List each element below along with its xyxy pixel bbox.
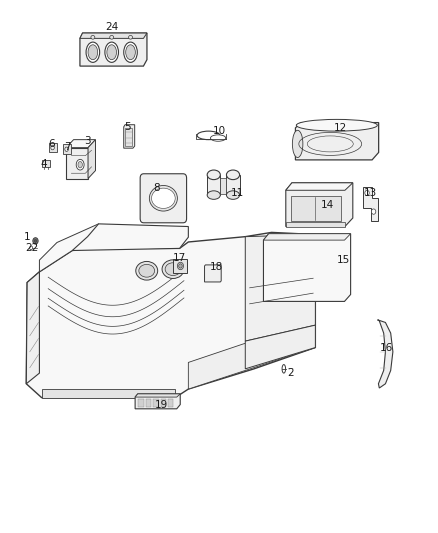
Text: 24: 24 [105,22,118,31]
Text: 10: 10 [212,126,226,136]
Polygon shape [39,224,99,272]
Polygon shape [26,232,315,398]
Polygon shape [49,143,57,152]
Ellipse shape [177,262,184,270]
Ellipse shape [105,42,118,62]
Ellipse shape [207,191,220,199]
Ellipse shape [207,170,220,180]
Ellipse shape [162,260,184,278]
Polygon shape [378,320,393,388]
Ellipse shape [129,35,132,39]
Polygon shape [161,399,166,407]
Ellipse shape [86,42,100,62]
Polygon shape [153,399,159,407]
Polygon shape [263,233,350,302]
Text: 3: 3 [84,136,91,146]
Polygon shape [245,325,315,369]
Text: 18: 18 [210,262,223,271]
Polygon shape [72,224,188,251]
Text: 6: 6 [48,139,55,149]
Text: 13: 13 [364,188,377,198]
Ellipse shape [296,119,377,131]
Ellipse shape [110,35,114,39]
Ellipse shape [152,188,175,208]
Polygon shape [286,183,353,227]
Ellipse shape [365,190,369,196]
Ellipse shape [65,147,68,151]
Polygon shape [173,259,187,273]
Polygon shape [80,33,147,66]
Ellipse shape [282,365,286,373]
Polygon shape [124,128,132,146]
Polygon shape [168,399,173,407]
Ellipse shape [51,146,54,150]
Polygon shape [63,144,71,154]
Polygon shape [66,148,88,179]
Ellipse shape [139,264,155,277]
Text: 17: 17 [173,253,186,263]
Polygon shape [286,222,345,227]
Ellipse shape [210,135,226,141]
Text: 16: 16 [380,343,393,352]
Ellipse shape [371,209,376,214]
Text: 11: 11 [231,188,244,198]
Polygon shape [138,399,144,407]
Ellipse shape [293,131,303,158]
Text: 2: 2 [287,368,294,378]
Polygon shape [124,125,135,148]
Polygon shape [66,140,95,148]
Text: 5: 5 [124,122,131,132]
Ellipse shape [149,185,177,211]
Polygon shape [26,272,39,384]
Polygon shape [207,175,220,195]
Polygon shape [295,123,378,160]
Ellipse shape [107,45,117,60]
Ellipse shape [33,238,38,244]
Polygon shape [42,160,50,167]
Ellipse shape [197,131,220,140]
Ellipse shape [226,170,240,180]
FancyBboxPatch shape [140,174,187,223]
Ellipse shape [136,262,158,280]
Polygon shape [226,175,240,195]
Ellipse shape [34,239,37,243]
Polygon shape [80,33,147,38]
Text: 4: 4 [40,159,47,168]
Ellipse shape [78,161,82,168]
Text: 8: 8 [153,183,160,192]
Ellipse shape [179,264,182,268]
Ellipse shape [91,35,95,39]
Text: 15: 15 [337,255,350,265]
Polygon shape [146,399,151,407]
Ellipse shape [165,263,181,276]
Polygon shape [291,196,342,221]
Ellipse shape [126,45,135,60]
Polygon shape [188,325,315,389]
Ellipse shape [29,246,32,249]
Text: 22: 22 [25,244,38,253]
Text: 1: 1 [24,232,31,242]
Polygon shape [42,389,175,398]
Polygon shape [263,233,350,240]
Text: 19: 19 [155,400,168,410]
Text: 14: 14 [321,200,334,209]
Polygon shape [286,183,353,190]
Polygon shape [245,235,315,341]
Polygon shape [88,140,95,179]
Polygon shape [135,394,180,409]
Text: 12: 12 [334,123,347,133]
Ellipse shape [226,191,240,199]
Polygon shape [363,187,378,221]
Polygon shape [220,178,226,194]
Polygon shape [205,265,221,282]
Text: 7: 7 [64,142,71,151]
Text: —: — [287,366,293,372]
Polygon shape [135,394,180,397]
Ellipse shape [88,45,98,60]
Ellipse shape [124,42,137,62]
Ellipse shape [76,159,84,170]
